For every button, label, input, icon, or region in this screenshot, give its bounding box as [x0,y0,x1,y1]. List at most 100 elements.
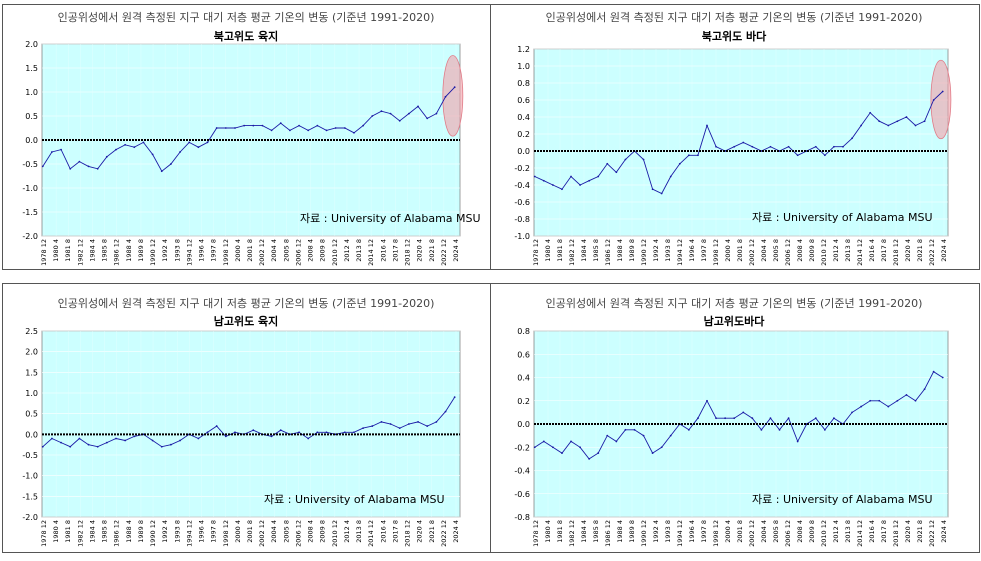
data-point [687,154,690,157]
x-tick-label: 2001 8 [246,239,254,262]
x-tick-label: 1994 12 [676,239,684,266]
data-point [561,188,563,191]
data-point [343,431,346,434]
x-tick-label: 1992 4 [652,239,660,262]
chart-subtitle: 남고위도 육지 [214,314,279,328]
y-tick-label: 1.5 [25,368,38,377]
x-tick-label: 2004 4 [760,239,768,262]
data-point [371,115,374,117]
data-point [570,175,572,178]
data-point [252,429,255,432]
data-point [444,410,447,413]
y-tick-label: -0.6 [514,490,530,499]
data-point [87,443,90,446]
x-tick-label: 1998 12 [712,239,720,266]
x-tick-label: 2021 8 [428,239,436,262]
data-point [733,145,736,148]
data-point [389,423,392,425]
x-tick-label: 2010 12 [820,239,828,266]
x-tick-label: 1988 4 [616,239,624,262]
x-tick-label: 1996 4 [198,520,206,543]
data-point [115,437,117,440]
data-point [842,145,844,148]
data-point [307,437,310,440]
data-point [115,148,117,151]
data-point [160,170,163,173]
data-point [234,431,236,434]
data-point [307,129,310,132]
x-tick-label: 1986 12 [113,239,121,266]
y-tick-label: 0.8 [517,327,530,336]
x-tick-label: 2002 12 [258,520,266,547]
data-point [651,188,654,191]
x-tick-label: 1992 4 [161,520,169,543]
x-tick-label: 1990 12 [640,520,648,547]
data-point [298,431,300,434]
data-point [96,167,99,170]
x-tick-label: 2022 12 [928,239,936,266]
data-point [669,175,672,178]
y-tick-label: 0.5 [25,112,38,121]
x-tick-label: 2009 8 [808,520,816,543]
data-point [87,165,90,168]
data-point [733,417,736,420]
x-tick-label: 2022 12 [440,520,448,547]
x-tick-label: 2013 8 [355,239,363,262]
x-tick-label: 2017 8 [880,520,888,543]
data-point [778,428,781,431]
data-point [887,405,890,408]
x-tick-label: 2016 4 [868,239,876,262]
x-tick-label: 2000 4 [724,239,732,262]
x-tick-label: 2021 8 [916,239,924,262]
x-tick-label: 2009 8 [808,239,816,262]
series-line [534,91,944,195]
data-point [823,428,826,431]
chart-panel-north-sea: 인공위성에서 원격 측정된 지구 대기 저층 평균 기온의 변동 (기준년 19… [490,4,980,282]
x-tick-label: 2013 8 [355,520,363,543]
data-point [724,417,727,420]
data-point [697,154,699,157]
x-tick-label: 1985 8 [592,239,600,262]
chart-panel-south-land: 인공위성에서 원격 측정된 지구 대기 저층 평균 기온의 변동 (기준년 19… [2,283,492,561]
x-tick-label: 1981 8 [556,520,564,543]
y-tick-label: -0.4 [514,181,530,190]
chart-south-sea: 인공위성에서 원격 측정된 지구 대기 저층 평균 기온의 변동 (기준년 19… [490,283,980,553]
x-tick-label: 2014 12 [856,520,864,547]
data-point [932,99,935,101]
data-point [533,446,536,449]
x-tick-label: 1986 12 [604,520,612,547]
data-point [417,421,419,423]
x-tick-label: 1984 4 [580,520,588,543]
x-tick-label: 2006 12 [294,239,302,266]
data-point [389,112,392,115]
x-tick-label: 2014 12 [367,239,375,266]
data-point [105,155,108,158]
y-tick-label: -0.2 [514,443,530,452]
x-tick-label: 1985 8 [101,520,109,543]
y-tick-label: -0.5 [22,160,38,169]
data-point [833,145,835,148]
x-tick-label: 1978 12 [532,239,540,266]
data-point [188,141,191,144]
data-point [453,86,456,89]
x-tick-label: 2000 4 [724,520,732,543]
x-tick-label: 2005 8 [282,239,290,262]
data-point [597,175,600,178]
x-tick-label: 2016 4 [379,520,387,543]
data-point [642,158,645,161]
data-point [742,411,745,414]
data-point [78,437,81,440]
x-tick-label: 2001 8 [736,520,744,543]
data-point [426,425,429,427]
chart-subtitle: 북고위도 바다 [702,29,767,43]
chart-north-land: 인공위성에서 원격 측정된 지구 대기 저층 평균 기온의 변동 (기준년 19… [2,4,492,270]
plot-area: -2.0 -1.5 -1.0 -0.5 0.0 0.5 1.0 1.5 2.0 1978 12 19… [22,40,464,266]
x-tick-label: 1994 12 [185,239,193,266]
x-tick-label: 1981 8 [64,520,72,543]
x-tick-label: 2018 12 [892,520,900,547]
chart-title: 인공위성에서 원격 측정된 지구 대기 저층 평균 기온의 변동 (기준년 19… [58,11,435,24]
chart-south-land: 인공위성에서 원격 측정된 지구 대기 저층 평균 기온의 변동 (기준년 19… [2,283,492,553]
y-tick-label: 0.6 [517,350,530,359]
data-point [170,163,172,165]
data-point [371,425,374,427]
